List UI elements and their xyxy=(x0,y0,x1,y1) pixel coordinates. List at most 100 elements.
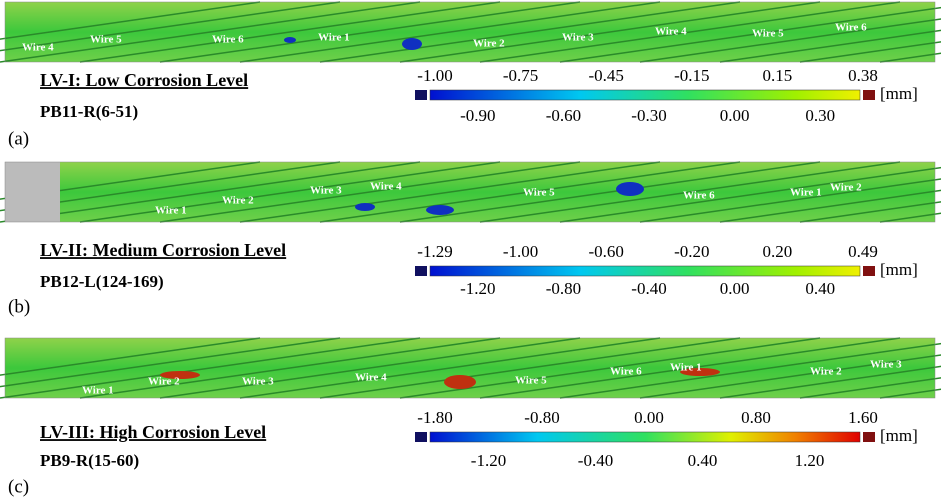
colorbar-min xyxy=(415,266,427,276)
wire-label: Wire 6 xyxy=(835,22,867,34)
scale-tick-top: 0.00 xyxy=(634,408,664,427)
wire-edge xyxy=(159,161,581,223)
wire-edge xyxy=(159,1,581,63)
wire-edge xyxy=(0,161,341,212)
wire-label: Wire 3 xyxy=(562,32,594,44)
wire-edge xyxy=(79,161,501,223)
scale-tick-top: 0.15 xyxy=(763,66,793,85)
scale-tick-top: -0.45 xyxy=(588,66,623,85)
wire-label: Wire 2 xyxy=(222,195,254,207)
scale-tick-bottom: -1.20 xyxy=(471,451,506,470)
wire-edge xyxy=(0,1,341,52)
colorbar xyxy=(429,89,861,101)
wire-edge xyxy=(399,1,821,63)
scale-tick-bottom: 0.40 xyxy=(688,451,718,470)
scale-tick-top: 0.20 xyxy=(763,242,793,261)
scale-tick-bottom: 0.40 xyxy=(805,279,835,298)
wire-edge xyxy=(159,337,581,399)
wire-label: Wire 4 xyxy=(22,42,54,54)
corrosion-level: LV-II: Medium Corrosion Level xyxy=(40,240,286,260)
corrosion-level: LV-I: Low Corrosion Level xyxy=(40,70,248,90)
scale-tick-top: -0.60 xyxy=(588,242,623,261)
scale-tick-top: -1.00 xyxy=(503,242,538,261)
wire-label: Wire 6 xyxy=(610,366,642,378)
scale-tick-top: 0.38 xyxy=(848,66,878,85)
scale-tick-bottom: 0.00 xyxy=(720,106,750,125)
scale-tick-bottom: -0.80 xyxy=(546,279,581,298)
wire-edge xyxy=(239,161,661,223)
panel: Wire 1 Wire 2 Wire 3 Wire 4 Wire 5 Wire 6 Wire… xyxy=(0,337,941,497)
corrosion-pit xyxy=(444,375,476,389)
wire-edge xyxy=(799,41,941,63)
scale-tick-bottom: -0.40 xyxy=(578,451,613,470)
panel: Wire 1 Wire 2 Wire 3 Wire 4 Wire 5 Wire 6 Wire… xyxy=(0,161,941,317)
scale-tick-top: -0.75 xyxy=(503,66,538,85)
wire-edge xyxy=(399,337,821,399)
colorbar-min xyxy=(415,432,427,442)
frame xyxy=(4,161,936,223)
scale-tick-bottom: -0.40 xyxy=(631,279,666,298)
wire-label: Wire 5 xyxy=(523,187,555,199)
panel: Wire 4 Wire 5 Wire 6 Wire 1 Wire 2 Wire 3 Wire… xyxy=(0,1,941,149)
colorbar-min xyxy=(415,90,427,100)
scale-tick-top: -1.00 xyxy=(417,66,452,85)
wire-label: Wire 5 xyxy=(90,34,122,46)
scale-tick-bottom: -0.60 xyxy=(546,106,581,125)
wire-label: Wire 4 xyxy=(370,181,402,193)
scale-tick-bottom: -0.90 xyxy=(460,106,495,125)
wire-edge xyxy=(0,337,421,399)
wire-label: Wire 2 xyxy=(830,182,862,194)
wire-edge xyxy=(719,29,941,63)
wire-edge xyxy=(239,1,661,63)
wire-edge xyxy=(79,337,501,399)
wire-edge xyxy=(479,1,901,63)
corrosion-pit xyxy=(680,368,720,376)
wire-edge xyxy=(479,161,901,223)
specimen-id: PB9-R(15-60) xyxy=(40,451,139,470)
wire-label: Wire 1 xyxy=(155,205,187,217)
scale-tick-bottom: -0.30 xyxy=(631,106,666,125)
wire-label: Wire 1 xyxy=(318,32,350,44)
specimen-id: PB12-L(124-169) xyxy=(40,272,164,291)
wire-label: Wire 3 xyxy=(242,376,274,388)
scale-tick-top: -1.29 xyxy=(417,242,452,261)
wire-edge xyxy=(239,337,661,399)
scale-tick-top: 0.49 xyxy=(848,242,878,261)
colorbar-max xyxy=(863,266,875,276)
scale-tick-top: -1.80 xyxy=(417,408,452,427)
wire-edge xyxy=(319,337,741,399)
corrosion-pit xyxy=(355,203,375,211)
frame xyxy=(4,1,936,63)
wire-label: Wire 6 xyxy=(683,190,715,202)
wire-label: Wire 1 xyxy=(670,362,702,374)
corrosion-level: LV-III: High Corrosion Level xyxy=(40,422,266,442)
wire-label: Wire 2 xyxy=(148,376,180,388)
unit: [mm] xyxy=(880,426,918,445)
wire-edge xyxy=(559,166,941,223)
wire-label: Wire 3 xyxy=(310,185,342,197)
panel-label: (c) xyxy=(8,476,29,497)
wire-edge xyxy=(559,342,941,399)
panel-label: (b) xyxy=(8,296,30,317)
wire-edge xyxy=(399,161,821,223)
corrosion-pit xyxy=(616,182,644,196)
colorbar xyxy=(429,431,861,443)
wire-edge xyxy=(0,1,261,40)
wire-edge xyxy=(79,1,501,63)
wire-edge xyxy=(639,18,941,63)
wire-edge xyxy=(0,1,421,63)
wire-edge xyxy=(479,337,901,399)
uncut-end xyxy=(5,162,60,222)
scale-tick-bottom: 1.20 xyxy=(795,451,825,470)
scale-tick-top: -0.15 xyxy=(674,66,709,85)
wire-edge xyxy=(719,365,941,399)
wire-label: Wire 2 xyxy=(473,38,505,50)
wire-label: Wire 1 xyxy=(790,187,822,199)
frame xyxy=(4,337,936,399)
scale-tick-top: 1.60 xyxy=(848,408,878,427)
wire-edge xyxy=(559,6,941,63)
scale-tick-bottom: 0.30 xyxy=(805,106,835,125)
wire-edge xyxy=(0,337,261,376)
scale-tick-top: 0.80 xyxy=(741,408,771,427)
corrosion-pit xyxy=(402,38,422,50)
